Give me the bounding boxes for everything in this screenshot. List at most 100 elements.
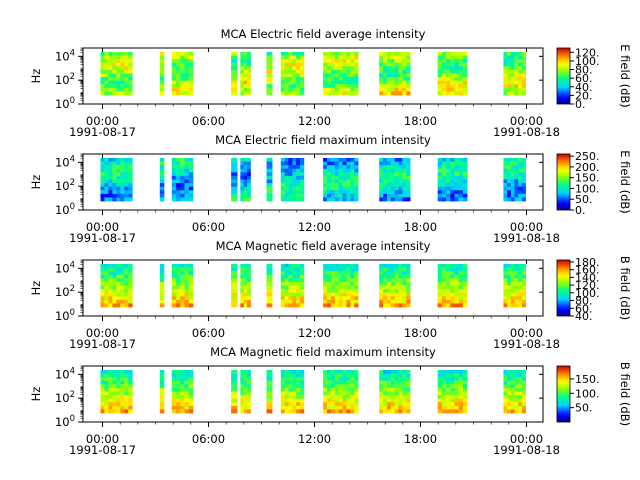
spectrogram-cell	[379, 409, 384, 414]
spectrogram-cell	[394, 197, 399, 202]
spectrogram-cell	[383, 274, 388, 279]
spectrogram-cell	[280, 165, 286, 170]
spectrogram-cell	[159, 55, 165, 60]
spectrogram-cell	[104, 303, 109, 308]
spectrogram-cell	[327, 175, 332, 180]
spectrogram-cell	[184, 91, 190, 96]
spectrogram-cell	[266, 373, 273, 378]
spectrogram-cell	[159, 73, 165, 78]
spectrogram-cell	[124, 165, 129, 170]
spectrogram-cell	[108, 278, 113, 283]
spectrogram-cell	[266, 370, 273, 374]
spectrogram-cell	[514, 165, 519, 170]
spectrogram-cell	[284, 274, 289, 279]
spectrogram-cell	[284, 278, 289, 283]
spectrogram-cell	[120, 62, 125, 67]
spectrogram-cell	[441, 281, 447, 286]
spectrogram-cell	[112, 193, 117, 198]
spectrogram-cell	[112, 73, 117, 78]
spectrogram-cell	[394, 59, 399, 64]
spectrogram-cell	[354, 87, 359, 92]
spectrogram-cell	[231, 73, 238, 78]
spectrogram-cell	[386, 168, 392, 173]
spectrogram-cell	[507, 87, 512, 92]
spectrogram-cell	[510, 59, 515, 64]
spectrogram-cell	[128, 193, 133, 198]
spectrogram-cell	[350, 80, 355, 85]
spectrogram-cell	[342, 370, 347, 374]
spectrogram-cell	[507, 373, 512, 378]
spectrogram-cell	[441, 62, 447, 67]
spectrogram-cell	[454, 264, 460, 268]
spectrogram-cell	[292, 267, 297, 272]
spectrogram-cell	[330, 292, 336, 297]
spectrogram-cell	[354, 281, 359, 286]
spectrogram-cell	[116, 395, 121, 400]
spectrogram-cell	[330, 370, 336, 374]
spectrogram-cell	[120, 398, 125, 403]
spectrogram-cell	[342, 87, 347, 92]
spectrogram-cell	[379, 267, 384, 272]
spectrogram-cell	[188, 193, 194, 198]
spectrogram-cell	[406, 285, 411, 290]
spectrogram-cell	[116, 271, 121, 276]
spectrogram-cell	[334, 387, 340, 392]
spectrogram-cell	[394, 175, 399, 180]
spectrogram-cell	[128, 373, 133, 378]
spectrogram-cell	[510, 161, 515, 166]
spectrogram-cell	[446, 264, 451, 268]
spectrogram-cell	[437, 77, 443, 82]
spectrogram-cell	[176, 271, 181, 276]
spectrogram-cell	[128, 289, 133, 294]
spectrogram-cell	[231, 55, 238, 60]
spectrogram-cell	[296, 62, 301, 67]
spectrogram-cell	[108, 373, 113, 378]
spectrogram-cell	[284, 59, 289, 64]
spectrogram-cell	[454, 66, 460, 71]
spectrogram-cell	[330, 303, 336, 308]
spectrogram-cell	[323, 405, 328, 410]
spectrogram-cell	[327, 267, 332, 272]
spectrogram-cell	[108, 299, 113, 304]
spectrogram-cell	[184, 197, 190, 202]
spectrogram-cell	[330, 281, 336, 286]
spectrogram-cell	[108, 190, 113, 195]
spectrogram-cell	[288, 69, 293, 74]
y-tick-label: 100	[55, 308, 75, 323]
spectrogram-cell	[100, 377, 105, 382]
spectrogram-cell	[394, 161, 399, 166]
spectrogram-cell	[231, 398, 238, 403]
spectrogram-cell	[454, 373, 460, 378]
spectrogram-cell	[240, 387, 245, 392]
spectrogram-cell	[458, 303, 464, 308]
spectrogram-cell	[330, 52, 336, 56]
spectrogram-cell	[240, 285, 245, 290]
spectrogram-cell	[108, 391, 113, 396]
colorbar-tick-label: 120.	[575, 279, 600, 292]
spectrogram-cell	[247, 289, 251, 294]
spectrogram-cell	[518, 73, 523, 78]
spectrogram-cell	[503, 281, 508, 286]
spectrogram-cell	[327, 289, 332, 294]
spectrogram-cell	[180, 186, 185, 191]
spectrogram-cell	[383, 402, 388, 407]
spectrogram-cell	[180, 158, 185, 162]
spectrogram-cell	[124, 391, 129, 396]
spectrogram-cell	[450, 296, 455, 301]
spectrogram-cell	[180, 55, 185, 60]
spectrogram-cell	[159, 168, 165, 173]
spectrogram-cell	[284, 186, 289, 191]
spectrogram-cell	[112, 91, 117, 96]
spectrogram-cell	[243, 84, 248, 89]
spectrogram-cell	[176, 69, 181, 74]
spectrogram-cell	[112, 55, 117, 60]
colorbar-label: B field (dB)	[618, 362, 632, 426]
spectrogram-cell	[518, 402, 523, 407]
spectrogram-cell	[450, 91, 455, 96]
spectrogram-cell	[354, 271, 359, 276]
spectrogram-cell	[284, 373, 289, 378]
spectrogram-cell	[450, 73, 455, 78]
spectrogram-cell	[180, 267, 185, 272]
spectrogram-cell	[390, 190, 396, 195]
spectrogram-cell	[383, 303, 388, 308]
